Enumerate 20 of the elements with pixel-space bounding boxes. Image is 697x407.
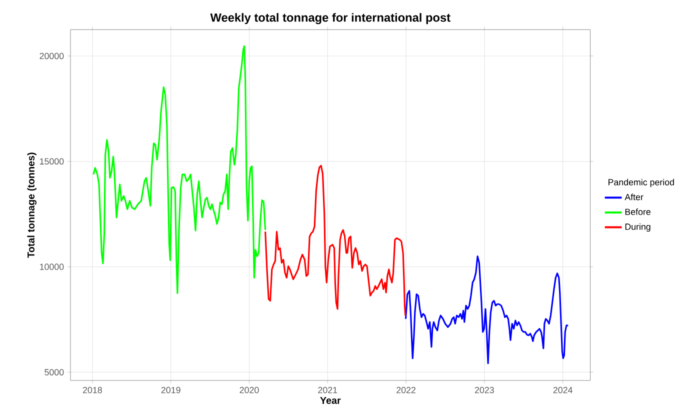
x-tick-label: 2022 [396, 386, 416, 394]
x-tick-label: 2021 [318, 386, 338, 394]
chart-title: Weekly total tonnage for international post [210, 13, 450, 24]
x-tick-label: 2019 [161, 386, 180, 394]
legend-title: Pandemic period [608, 178, 674, 188]
x-axis-title: Year [320, 396, 341, 404]
y-tick-label: 20000 [40, 52, 64, 60]
line-series [92, 45, 266, 294]
line-series [404, 255, 569, 364]
x-tick-label: 2018 [83, 386, 102, 394]
x-tick-label: 2023 [475, 386, 494, 394]
legend-label: During [625, 223, 650, 232]
y-axis-title: Total tonnage (tonnes) [27, 152, 36, 258]
y-tick-label: 5000 [44, 369, 64, 376]
legend-label: Before [625, 208, 650, 215]
legend-label: After [624, 194, 644, 200]
x-tick-label: 2020 [240, 386, 259, 394]
y-tick-label: 15000 [40, 158, 64, 164]
y-tick-label: 10000 [40, 264, 64, 270]
x-tick-label: 2024 [553, 386, 572, 394]
